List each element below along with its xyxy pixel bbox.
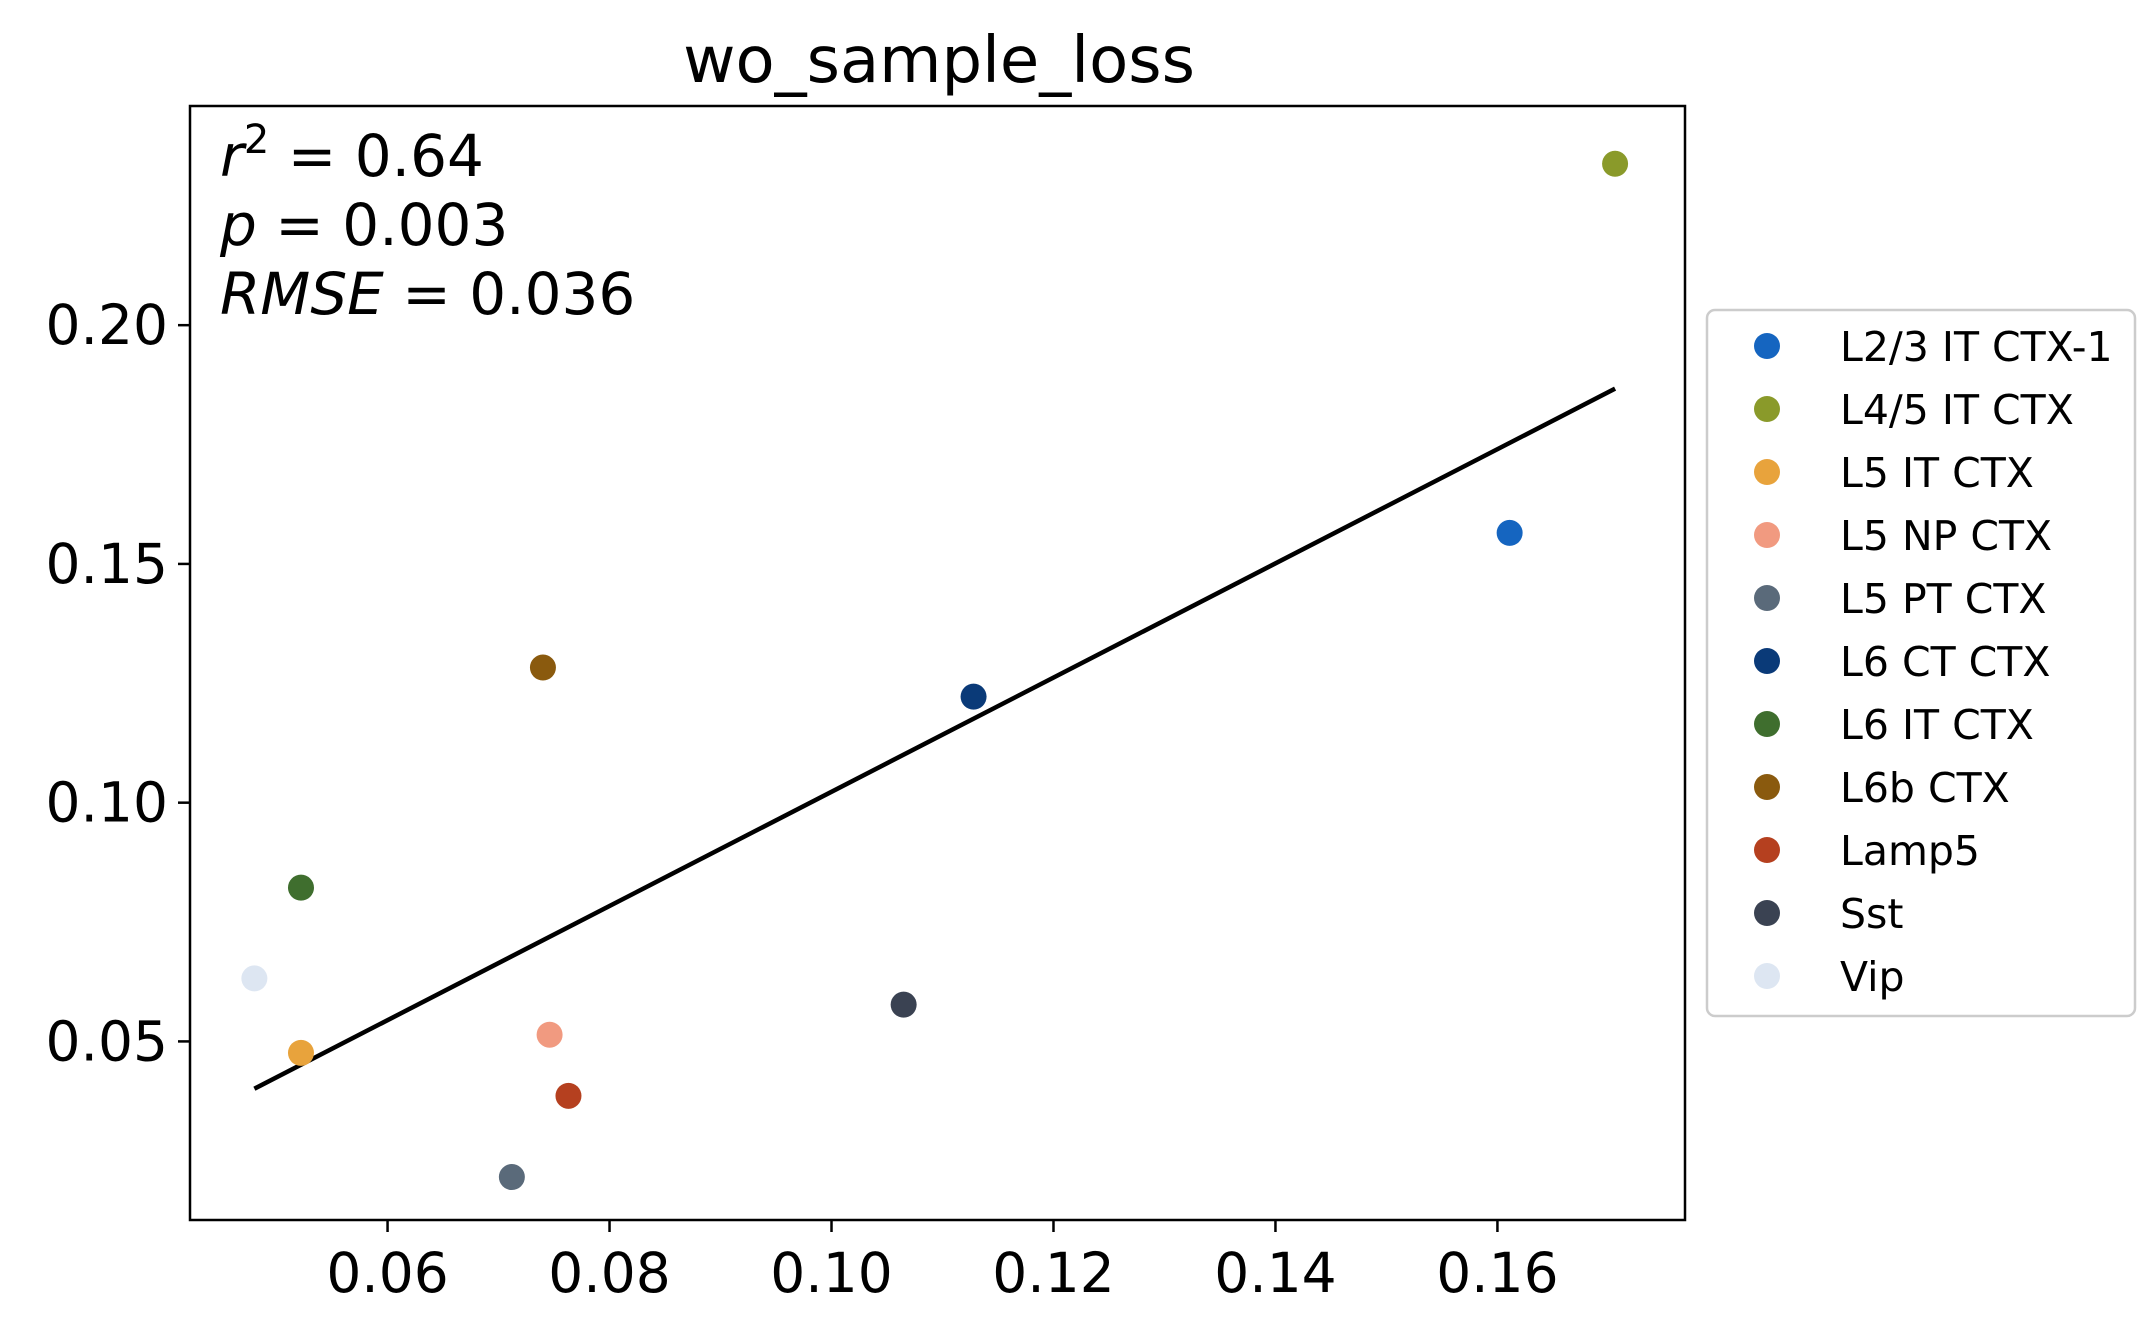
stat-line: RMSE = 0.036 [220, 260, 635, 328]
point-vip [241, 965, 268, 992]
legend-marker [1754, 900, 1780, 926]
legend-label: Vip [1840, 953, 1905, 1001]
legend-marker [1754, 711, 1780, 737]
legend-label: L5 PT CTX [1840, 575, 2047, 623]
point-l5-pt-ctx [498, 1164, 525, 1191]
legend-marker [1754, 963, 1780, 989]
legend-marker [1754, 585, 1780, 611]
point-lamp5 [555, 1082, 582, 1109]
point-l2-3-it-ctx-1 [1496, 519, 1523, 546]
legend-label: L6b CTX [1840, 764, 2010, 812]
x-tick-label: 0.12 [992, 1241, 1114, 1305]
x-tick-label: 0.14 [1214, 1241, 1336, 1305]
legend-marker [1754, 333, 1780, 359]
point-l5-it-ctx [287, 1039, 314, 1066]
x-axis: 0.06 0.08 0.10 0.12 0.14 0.16 [326, 1220, 1559, 1305]
regression-line [253, 386, 1617, 1091]
legend: L2/3 IT CTX-1 L4/5 IT CTX L5 IT CTX L5 NP C… [1705, 308, 2137, 1018]
point-sst [890, 991, 917, 1018]
chart-title: wo_sample_loss [683, 24, 1195, 98]
legend-label: L4/5 IT CTX [1840, 386, 2074, 434]
legend-marker [1754, 522, 1780, 548]
y-tick-label: 0.10 [46, 771, 168, 835]
point-l4-5-it-ctx [1602, 150, 1629, 177]
y-axis: 0.05 0.10 0.15 0.20 [46, 293, 190, 1073]
legend-frame [1705, 308, 2137, 1018]
stat-line: r2 = 0.64 [220, 117, 484, 190]
point-l6-ct-ctx [960, 683, 987, 710]
legend-label: L6 IT CTX [1840, 701, 2034, 749]
legend-label: L2/3 IT CTX-1 [1840, 323, 2113, 371]
x-tick-label: 0.06 [326, 1241, 448, 1305]
plot-frame [188, 104, 1687, 1222]
legend-marker [1754, 459, 1780, 485]
point-l6-it-ctx [287, 874, 314, 901]
legend-label: Sst [1840, 890, 1903, 938]
x-tick-label: 0.08 [548, 1241, 670, 1305]
stat-line: p = 0.003 [219, 191, 508, 259]
legend-marker [1754, 774, 1780, 800]
legend-label: L6 CT CTX [1840, 638, 2050, 686]
y-tick-label: 0.15 [46, 532, 168, 596]
legend-label: L5 NP CTX [1840, 512, 2052, 560]
y-tick-label: 0.20 [46, 293, 168, 357]
legend-label: L5 IT CTX [1840, 449, 2034, 497]
legend-marker [1754, 648, 1780, 674]
legend-marker [1754, 837, 1780, 863]
legend-marker [1754, 396, 1780, 422]
point-l6b-ctx [529, 654, 556, 681]
data-points [241, 150, 1629, 1191]
x-tick-label: 0.16 [1436, 1241, 1558, 1305]
point-l5-np-ctx [536, 1021, 563, 1048]
x-tick-label: 0.10 [770, 1241, 892, 1305]
fit-line-group [253, 386, 1617, 1091]
y-tick-label: 0.05 [46, 1009, 168, 1073]
legend-label: Lamp5 [1840, 827, 1980, 875]
